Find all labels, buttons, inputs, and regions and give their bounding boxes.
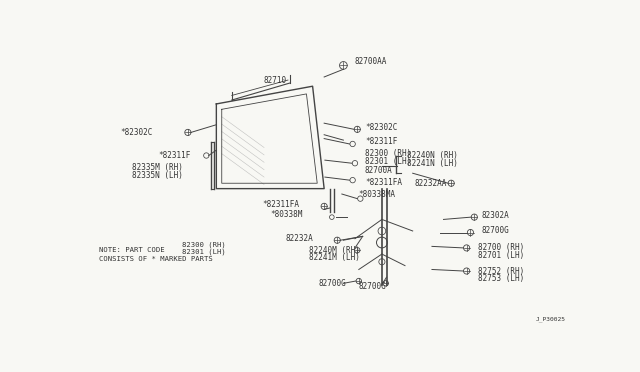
- Text: NOTE: PART CODE: NOTE: PART CODE: [99, 247, 164, 253]
- Text: 82240M (RH): 82240M (RH): [308, 246, 360, 255]
- Text: 82301 (LH): 82301 (LH): [182, 248, 225, 255]
- Text: 82752 (RH): 82752 (RH): [478, 266, 524, 276]
- Text: *82302C: *82302C: [365, 122, 397, 132]
- Text: *82311FA: *82311FA: [365, 178, 402, 187]
- Text: *80338M: *80338M: [270, 209, 303, 218]
- Text: 82701 (LH): 82701 (LH): [478, 251, 524, 260]
- Text: 82700A: 82700A: [365, 166, 393, 176]
- Text: 82335M (RH): 82335M (RH): [132, 163, 182, 172]
- Text: *80338MA: *80338MA: [359, 189, 396, 199]
- Text: 82241N (LH): 82241N (LH): [406, 159, 458, 168]
- Text: 82232A: 82232A: [285, 234, 314, 243]
- Text: 82700AA: 82700AA: [355, 57, 387, 66]
- Text: *82302C: *82302C: [120, 128, 152, 137]
- Text: 82300 (RH): 82300 (RH): [182, 241, 225, 248]
- Text: 82700G: 82700G: [482, 227, 509, 235]
- Text: 82753 (LH): 82753 (LH): [478, 274, 524, 283]
- Text: 82700G: 82700G: [359, 282, 387, 291]
- Text: *82311F: *82311F: [159, 151, 191, 160]
- Text: 82700G: 82700G: [319, 279, 346, 288]
- Text: 82700 (RH): 82700 (RH): [478, 243, 524, 253]
- Text: *82311F: *82311F: [365, 137, 397, 146]
- Text: CONSISTS OF * MARKED PARTS: CONSISTS OF * MARKED PARTS: [99, 256, 212, 263]
- Text: 82335N (LH): 82335N (LH): [132, 171, 182, 180]
- Text: 82710: 82710: [263, 76, 287, 85]
- Text: 82302A: 82302A: [482, 211, 509, 220]
- Text: 82301 (LH): 82301 (LH): [365, 157, 412, 166]
- Text: 82232AA: 82232AA: [414, 179, 447, 188]
- Text: 82241M (LH): 82241M (LH): [308, 253, 360, 262]
- Text: 82240N (RH): 82240N (RH): [406, 151, 458, 160]
- Text: *82311FA: *82311FA: [262, 199, 300, 209]
- Text: 82300 (RH): 82300 (RH): [365, 150, 412, 158]
- Text: J_P30025: J_P30025: [536, 317, 566, 322]
